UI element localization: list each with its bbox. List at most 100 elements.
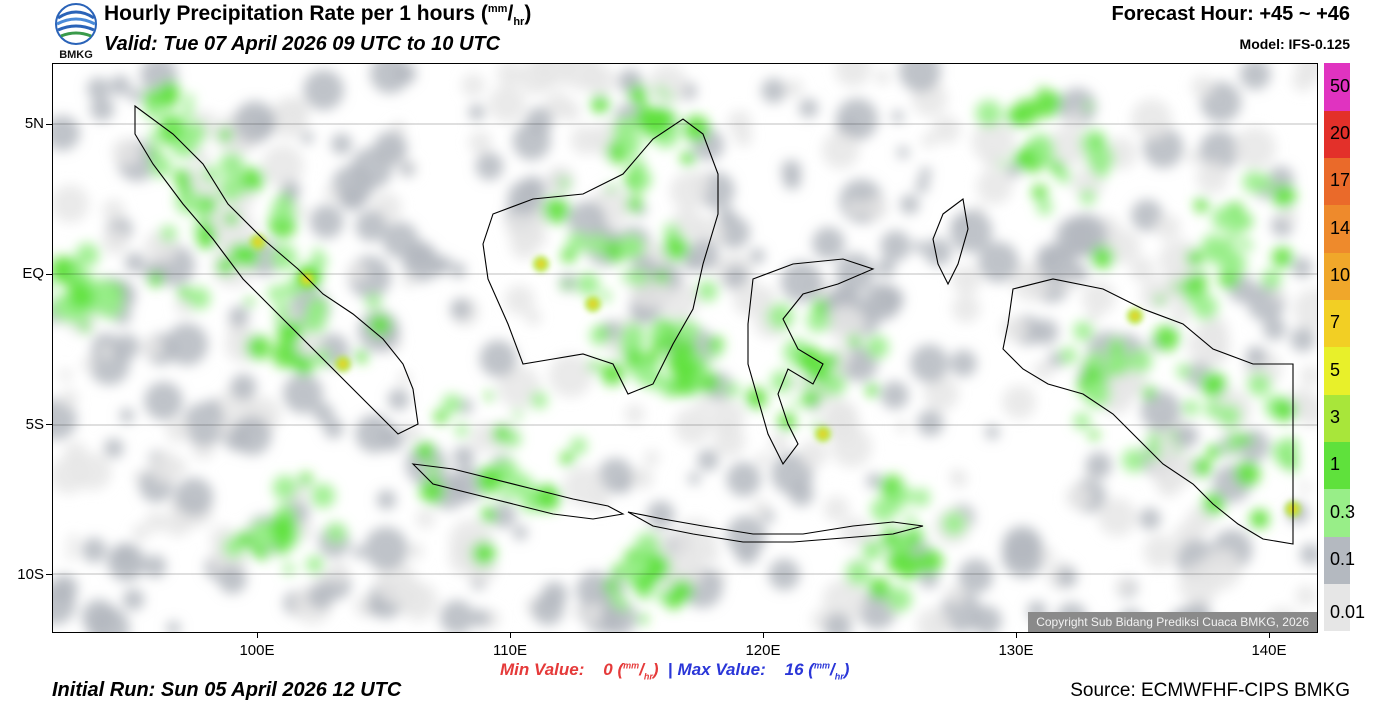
rain-cell bbox=[452, 445, 475, 468]
rain-cell bbox=[1006, 105, 1029, 127]
rain-cell bbox=[1206, 444, 1220, 458]
lat-tick bbox=[46, 274, 52, 275]
rain-cell bbox=[1245, 346, 1267, 368]
rain-cell bbox=[1138, 507, 1161, 530]
rain-cell bbox=[688, 239, 720, 271]
rain-cell bbox=[490, 502, 517, 529]
rain-cell bbox=[976, 168, 1013, 205]
rain-cell bbox=[822, 579, 866, 623]
rain-cell bbox=[796, 346, 824, 373]
colorbar-swatch bbox=[1324, 157, 1350, 206]
rain-cell bbox=[425, 461, 441, 478]
colorbar-label: 0.3 bbox=[1330, 501, 1356, 522]
rain-cell bbox=[630, 268, 650, 287]
rain-cell bbox=[756, 452, 771, 467]
rain-cell bbox=[589, 300, 597, 308]
colorbar-label: 20 bbox=[1330, 123, 1351, 143]
rain-cell bbox=[148, 272, 164, 287]
rain-cell bbox=[387, 388, 410, 411]
rain-cell bbox=[1052, 160, 1063, 171]
rain-cell bbox=[821, 131, 860, 170]
rain-cell bbox=[847, 334, 861, 348]
rain-cell bbox=[941, 511, 967, 536]
rain-cell bbox=[331, 133, 353, 155]
rain-cell bbox=[880, 230, 911, 262]
rain-cell bbox=[761, 78, 787, 104]
rain-cell bbox=[1272, 184, 1297, 209]
rain-cell bbox=[53, 303, 60, 316]
rain-cell bbox=[485, 391, 495, 401]
rain-cell bbox=[688, 472, 701, 485]
map-canvas bbox=[53, 64, 1317, 632]
sunda-coast bbox=[627, 511, 924, 543]
rain-cell bbox=[88, 344, 130, 386]
rain-cell bbox=[561, 248, 576, 263]
rain-cell bbox=[1174, 424, 1199, 448]
rain-cell bbox=[1085, 452, 1112, 479]
rain-cell bbox=[567, 231, 588, 253]
rain-cell bbox=[824, 399, 858, 434]
rain-cell bbox=[145, 511, 167, 533]
rain-cell bbox=[244, 297, 254, 307]
rain-cell bbox=[433, 409, 448, 424]
rain-cell bbox=[233, 243, 258, 268]
rain-cell bbox=[698, 372, 720, 394]
rain-cell bbox=[780, 261, 823, 303]
lat-tick bbox=[46, 574, 52, 575]
lat-tick bbox=[46, 424, 52, 425]
rain-cell bbox=[103, 438, 124, 459]
rain-cell bbox=[798, 98, 819, 118]
rain-cell bbox=[1001, 316, 1028, 342]
rain-cell bbox=[600, 361, 625, 386]
rain-cell bbox=[949, 210, 993, 253]
rain-cell bbox=[402, 274, 417, 288]
rain-cell bbox=[1091, 245, 1115, 269]
rain-cell bbox=[784, 79, 804, 98]
chart-title: Hourly Precipitation Rate per 1 hours (m… bbox=[104, 2, 532, 29]
rain-cell bbox=[643, 450, 660, 466]
rain-cell bbox=[461, 73, 485, 97]
rain-cell bbox=[301, 131, 314, 144]
rain-cell bbox=[1176, 363, 1192, 379]
rain-cell bbox=[81, 537, 107, 563]
rain-cell bbox=[59, 368, 73, 382]
rain-cell bbox=[913, 240, 926, 253]
rain-cell bbox=[366, 597, 386, 616]
rain-cell bbox=[788, 481, 814, 507]
rain-cell bbox=[1142, 385, 1156, 400]
rain-cell bbox=[806, 309, 830, 333]
rain-cell bbox=[1158, 239, 1201, 282]
rain-cell bbox=[122, 588, 145, 611]
rain-cell bbox=[282, 280, 301, 299]
rain-cell bbox=[1157, 474, 1180, 498]
rain-cell bbox=[918, 548, 943, 574]
rain-cell bbox=[1247, 372, 1272, 397]
rain-cell bbox=[1234, 127, 1276, 169]
rain-cell bbox=[638, 614, 648, 624]
rain-cell bbox=[709, 346, 722, 359]
rain-cell bbox=[1256, 175, 1274, 192]
borneo-coast bbox=[482, 118, 719, 395]
rain-cell bbox=[680, 321, 701, 342]
rain-cell bbox=[534, 64, 574, 88]
rain-cell bbox=[1032, 319, 1059, 345]
precipitation-map: Copyright Sub Bidang Prediksi Cuaca BMKG… bbox=[52, 63, 1318, 633]
rain-cell bbox=[1036, 133, 1050, 147]
rain-cell bbox=[218, 421, 233, 436]
rain-cell bbox=[590, 94, 610, 114]
rain-cell bbox=[166, 621, 181, 632]
rain-cell bbox=[618, 234, 644, 260]
rain-cell bbox=[718, 206, 737, 225]
rain-cell bbox=[1200, 548, 1242, 590]
rain-cell bbox=[1241, 434, 1253, 446]
rain-cell bbox=[1204, 400, 1222, 418]
rain-cell bbox=[234, 100, 276, 143]
rain-cell bbox=[190, 148, 211, 169]
rain-cell bbox=[824, 612, 852, 632]
rain-cell bbox=[1140, 390, 1181, 431]
rain-cell bbox=[724, 382, 740, 398]
rain-cell bbox=[588, 360, 600, 372]
rain-cell bbox=[1073, 321, 1093, 341]
rain-cell bbox=[325, 522, 347, 544]
rain-cell bbox=[894, 486, 913, 506]
